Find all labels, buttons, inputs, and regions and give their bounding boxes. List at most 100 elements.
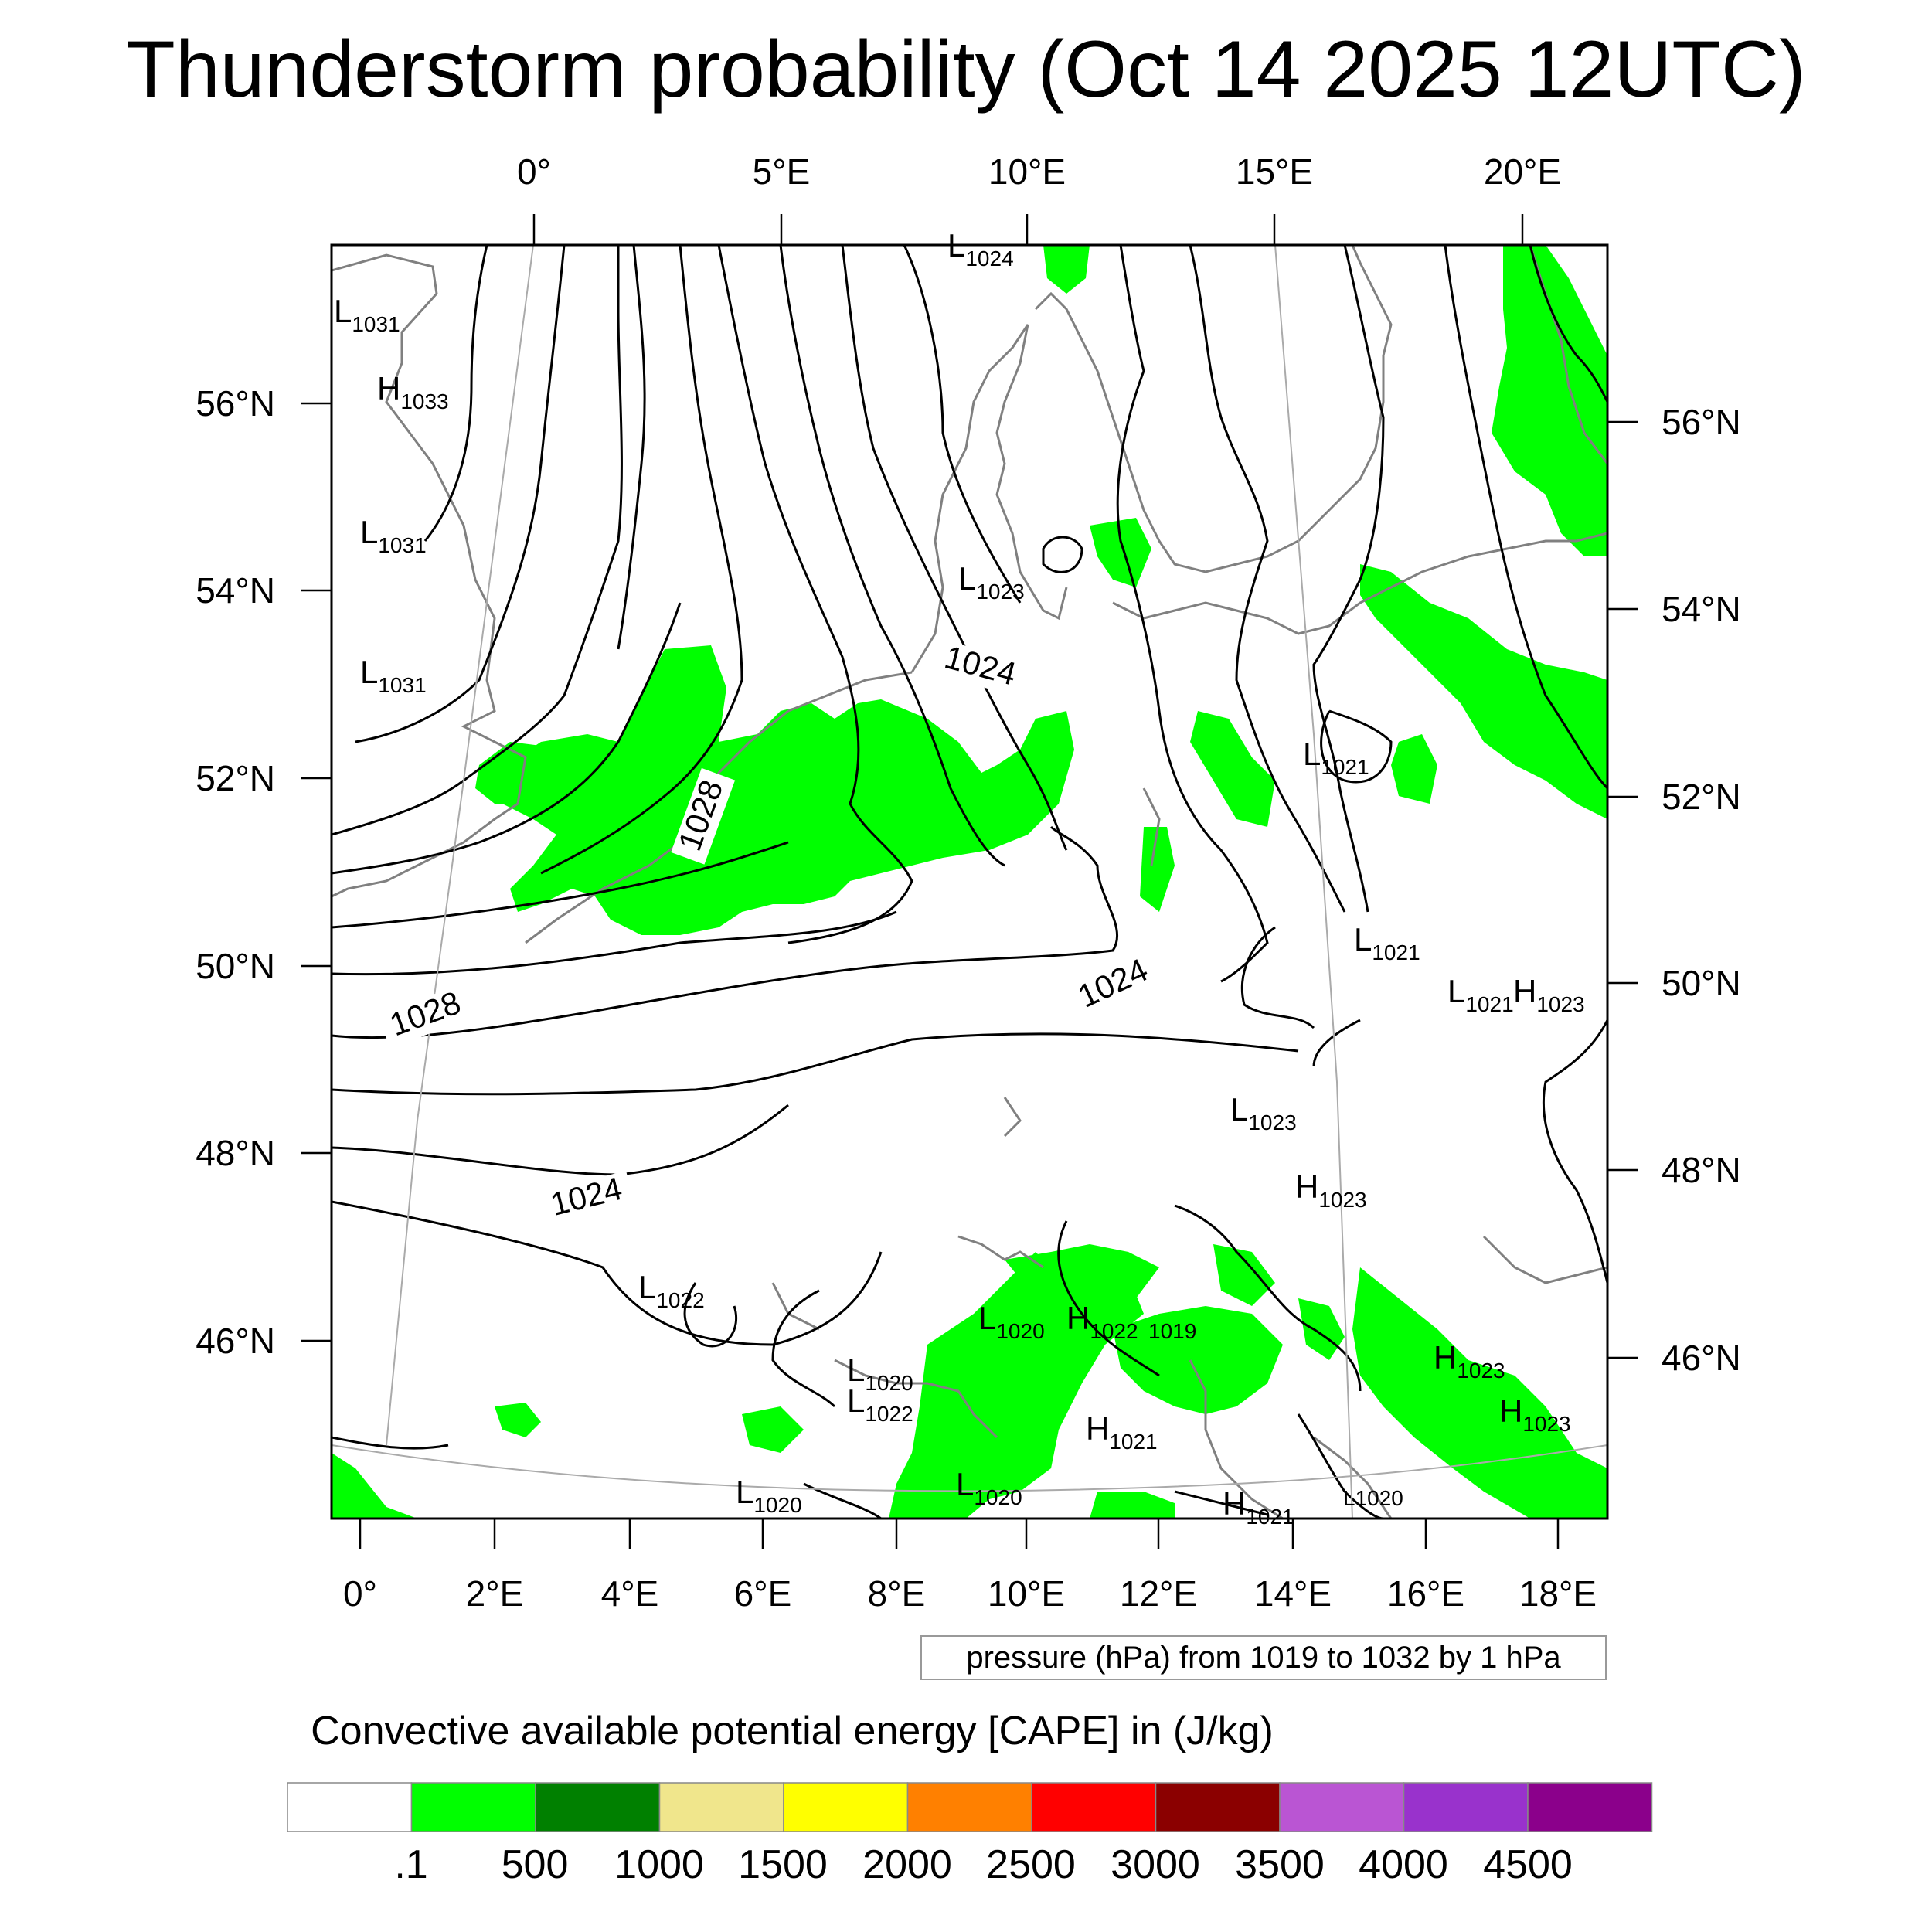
pressure-center: L1022 <box>638 1269 705 1312</box>
cape-area-benelux <box>495 645 1074 935</box>
colorbar-label: 2500 <box>986 1842 1076 1887</box>
colorbar-label: 3500 <box>1235 1842 1325 1887</box>
coast-balkan <box>1313 1436 1393 1519</box>
pressure-center: L1031 <box>360 654 427 697</box>
contour-label-bg <box>539 1170 635 1227</box>
coast-sweden <box>1034 245 1393 573</box>
colorbar-swatch <box>783 1782 909 1832</box>
top-axis-label: 20°E <box>1484 151 1561 192</box>
cape-area-france-sw <box>332 1453 417 1519</box>
isobar <box>1297 1413 1384 1519</box>
pressure-center: 1019 <box>1148 1319 1196 1343</box>
coast-jutland <box>910 324 1068 673</box>
top-axis-label: 10°E <box>988 151 1066 192</box>
colorbar-title: Convective available potential energy [C… <box>311 1709 1274 1753</box>
map-title: Thunderstorm probability (Oct 14 2025 12… <box>126 25 1806 114</box>
colorbar-swatch <box>906 1782 1032 1832</box>
isobar <box>779 245 1005 867</box>
right-axis-label: 50°N <box>1662 963 1741 1003</box>
pressure-center: L1031 <box>334 293 400 336</box>
contour-label-bg <box>377 984 474 1049</box>
isobar <box>332 1104 789 1176</box>
isobar <box>332 1032 1299 1096</box>
contour-labels: 1028 1028 1024 1024 1024 <box>377 638 1162 1227</box>
axis-ticks <box>301 214 1638 1549</box>
pressure-center: L1020 <box>978 1300 1045 1343</box>
coast-alps-lakes <box>957 1235 1044 1269</box>
pressure-center: H1023 <box>1434 1339 1505 1383</box>
pressure-center: H1022 <box>1066 1300 1138 1343</box>
colorbar-swatch <box>535 1782 661 1832</box>
right-axis: 56°N 54°N 52°N 50°N 48°N 46°N <box>1662 402 1741 1378</box>
colorbar-labels: .1 500 1000 1500 2000 2500 3000 3500 400… <box>394 1842 1573 1887</box>
colorbar-label: 2000 <box>862 1842 952 1887</box>
pressure-center: L1022 <box>847 1383 913 1426</box>
contour-label-bg <box>1066 950 1162 1021</box>
pressure-center: H1023 <box>1499 1393 1571 1436</box>
left-axis-label: 54°N <box>196 570 275 611</box>
isobar <box>771 1289 836 1408</box>
isobar <box>1174 1490 1268 1516</box>
pressure-center: L1020 <box>1343 1486 1403 1510</box>
isobar <box>1189 245 1346 913</box>
colorbar-swatch <box>287 1782 413 1832</box>
pressure-centers: L1031 H1033 L1031 L1031 L1024 L1023 L102… <box>334 227 1585 1529</box>
meridian-0 <box>386 245 534 1446</box>
isobar <box>423 245 488 542</box>
bottom-axis: 0° 2°E 4°E 6°E 8°E 10°E 12°E 14°E 16°E 1… <box>343 1573 1597 1614</box>
colorbar-label: 4500 <box>1483 1842 1573 1887</box>
pressure-center: L1021 <box>1447 973 1514 1016</box>
pressure-center: L1023 <box>958 560 1025 604</box>
colorbar-label: 500 <box>502 1842 569 1887</box>
left-axis-label: 56°N <box>196 383 275 423</box>
coast-baltic-s <box>1112 532 1607 635</box>
colorbar-label: .1 <box>394 1842 427 1887</box>
isobar <box>332 602 682 875</box>
coast-mainland-n <box>1142 787 1161 866</box>
left-axis-label: 46°N <box>196 1321 275 1361</box>
cape-areas <box>332 245 1607 1519</box>
contour-label-bg <box>671 767 736 865</box>
isobar <box>717 245 913 944</box>
top-axis-label: 15°E <box>1236 151 1313 192</box>
cape-area-sweden-n <box>1043 245 1090 294</box>
cape-area-poland <box>1360 564 1607 819</box>
pressure-center: L1023 <box>1230 1091 1297 1134</box>
coast-small-1 <box>1003 1097 1022 1138</box>
top-axis-label: 0° <box>517 151 551 192</box>
cape-area-sea-s <box>742 1406 804 1453</box>
cape-area-italy-n <box>1113 1306 1283 1414</box>
isobar <box>540 245 743 875</box>
isobars <box>332 245 1607 1519</box>
pressure-center: H1033 <box>377 370 449 413</box>
isobar <box>1116 245 1269 983</box>
isobar <box>1444 245 1607 790</box>
top-axis: 0° 5°E 10°E 15°E 20°E <box>517 151 1561 192</box>
right-axis-label: 54°N <box>1662 589 1741 629</box>
cape-area-poland-2 <box>1391 734 1437 804</box>
parallel-south <box>332 1444 1607 1492</box>
isobar <box>355 245 566 743</box>
pressure-center: H1023 <box>1513 973 1585 1016</box>
isobar <box>332 910 897 976</box>
pressure-center: L1021 <box>1354 921 1420 964</box>
bottom-axis-label: 6°E <box>734 1573 792 1614</box>
colorbar-swatch <box>658 1782 784 1832</box>
right-axis-label: 52°N <box>1662 777 1741 817</box>
coast-adriatic <box>1189 1359 1284 1519</box>
pressure-center: L1024 <box>947 227 1014 270</box>
cape-area-baltic <box>1492 245 1607 556</box>
cape-area-france-c <box>495 1403 541 1437</box>
coast-gulf <box>1529 245 1607 464</box>
bottom-axis-label: 8°E <box>868 1573 926 1614</box>
colorbar-swatch <box>1527 1782 1653 1832</box>
bottom-axis-label: 0° <box>343 1573 377 1614</box>
bottom-axis-label: 2°E <box>466 1573 524 1614</box>
bottom-axis-label: 12°E <box>1120 1573 1197 1614</box>
colorbar-swatch <box>410 1782 536 1832</box>
meridian-15e <box>1274 245 1353 1519</box>
map-frame <box>330 243 1609 1520</box>
cape-area-germany-e <box>1190 711 1275 827</box>
